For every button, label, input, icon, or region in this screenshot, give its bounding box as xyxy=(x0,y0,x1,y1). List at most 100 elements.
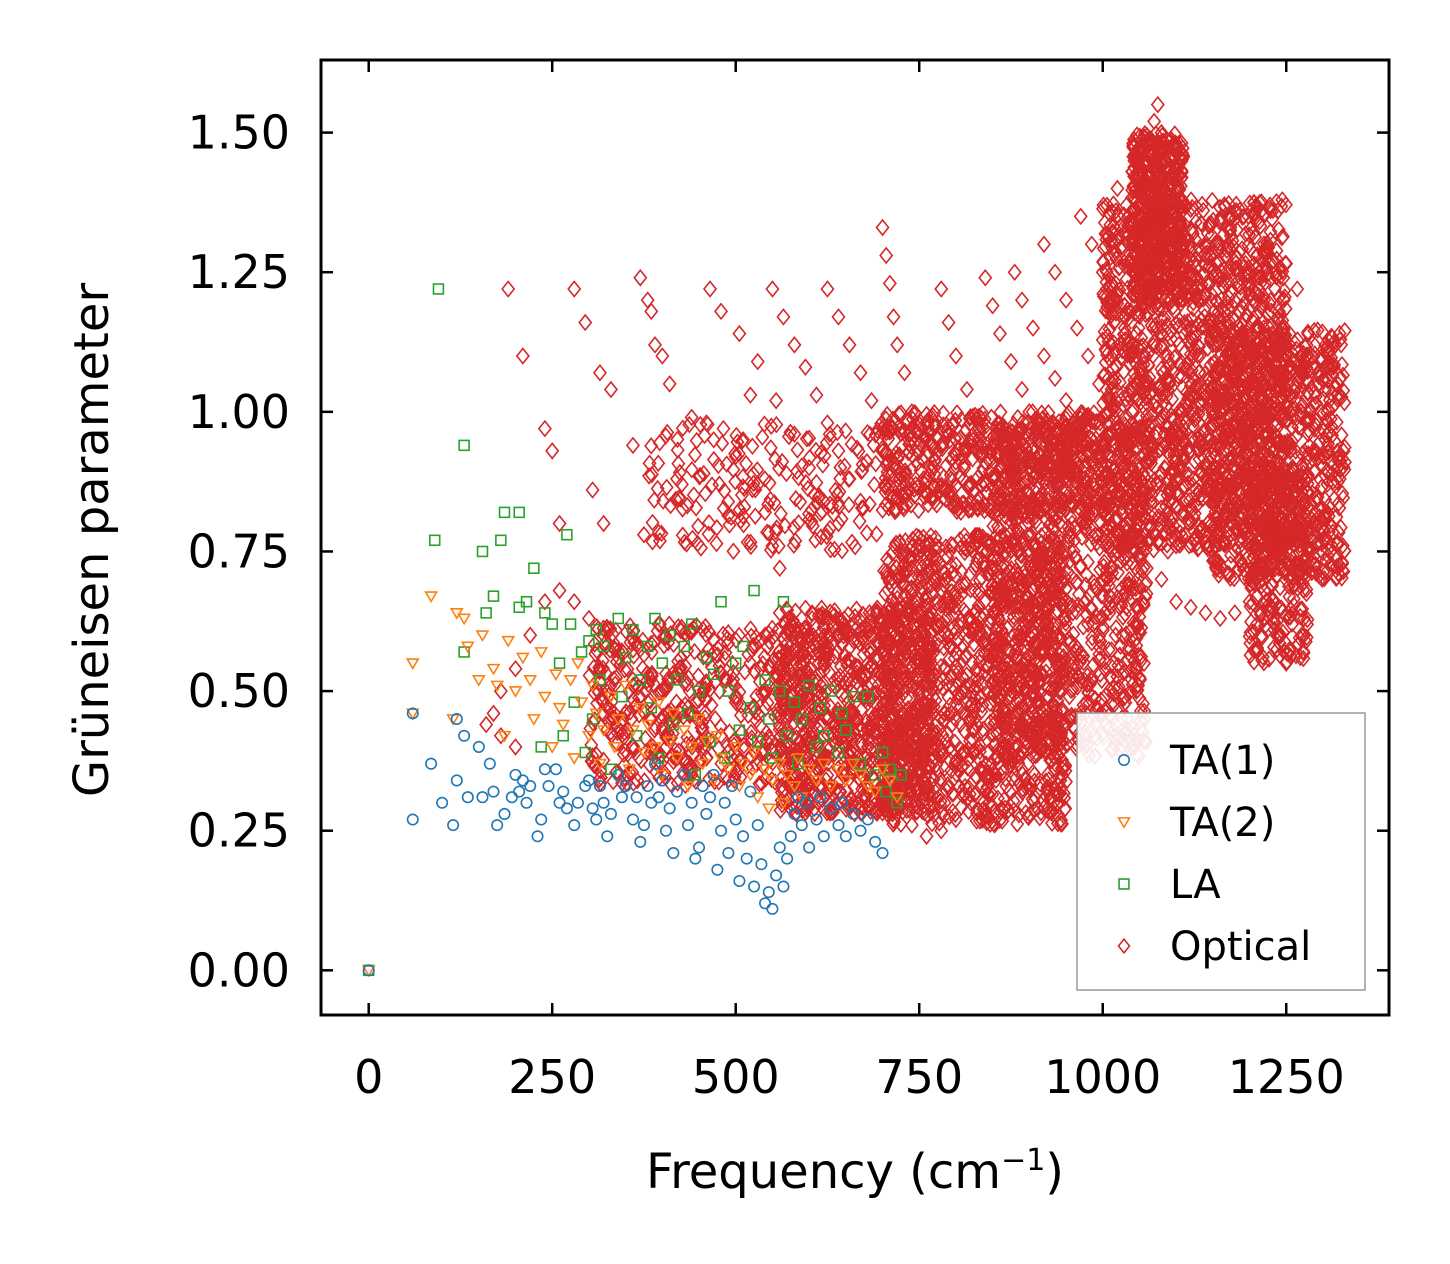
optical-point xyxy=(915,658,930,677)
optical-point xyxy=(933,796,948,815)
optical-point xyxy=(1121,425,1136,443)
optical-point xyxy=(841,605,856,624)
optical-point xyxy=(781,609,796,628)
optical-point xyxy=(1182,331,1197,350)
optical-point xyxy=(1053,613,1068,631)
optical-point xyxy=(1023,650,1038,669)
optical-point xyxy=(1004,576,1019,594)
optical-point xyxy=(1098,225,1113,243)
optical-point xyxy=(1025,790,1040,808)
optical-point xyxy=(906,677,921,696)
optical-point xyxy=(1098,237,1113,256)
optical-point xyxy=(1110,206,1125,225)
optical-point xyxy=(906,615,921,634)
optical-point xyxy=(1117,476,1132,494)
optical-point xyxy=(1014,760,1029,779)
optical-point xyxy=(894,750,909,769)
optical-point xyxy=(925,640,940,659)
optical-point xyxy=(1202,217,1217,236)
optical-point xyxy=(1032,808,1047,827)
optical-point xyxy=(987,550,1002,568)
optical-point xyxy=(1097,553,1112,571)
optical-point xyxy=(902,704,917,723)
optical-point xyxy=(885,646,900,665)
optical-point xyxy=(1013,628,1028,647)
optical-point xyxy=(1113,553,1128,571)
optical-point xyxy=(952,530,968,549)
optical-point xyxy=(1165,390,1180,408)
optical-point xyxy=(793,666,808,685)
optical-point xyxy=(877,626,892,644)
optical-point xyxy=(965,731,980,749)
optical-point xyxy=(1130,598,1145,617)
optical-point xyxy=(1097,366,1112,384)
optical-point xyxy=(991,583,1006,602)
optical-point xyxy=(831,726,846,745)
optical-point xyxy=(1101,332,1116,351)
optical-point xyxy=(1106,195,1121,213)
optical-point xyxy=(1047,591,1062,609)
optical-point xyxy=(1041,533,1056,551)
optical-point xyxy=(1224,284,1239,302)
optical-point xyxy=(1107,695,1122,714)
optical-point xyxy=(895,670,910,688)
optical-point xyxy=(1184,361,1199,380)
optical-point xyxy=(1116,550,1131,568)
optical-point xyxy=(1186,401,1201,419)
optical-point xyxy=(933,792,948,811)
optical-point xyxy=(892,534,907,552)
optical-point xyxy=(1101,640,1116,659)
optical-point xyxy=(887,606,902,624)
optical-point xyxy=(1123,640,1138,658)
optical-point xyxy=(1104,374,1119,393)
optical-point xyxy=(1128,615,1143,634)
optical-point xyxy=(1079,566,1094,584)
optical-point xyxy=(1128,475,1143,494)
optical-point xyxy=(994,740,1009,758)
optical-point xyxy=(855,780,870,798)
optical-point xyxy=(999,677,1014,695)
optical-point xyxy=(1177,313,1192,332)
optical-point xyxy=(1218,274,1233,292)
optical-point xyxy=(880,725,895,744)
optical-point xyxy=(1011,805,1026,824)
optical-point xyxy=(1059,592,1074,610)
optical-point xyxy=(1001,728,1016,746)
optical-point xyxy=(1136,337,1151,355)
optical-point xyxy=(1026,624,1041,643)
optical-point xyxy=(847,656,863,675)
optical-point xyxy=(782,649,797,668)
optical-point xyxy=(1142,418,1158,437)
optical-point xyxy=(1041,802,1056,821)
optical-point xyxy=(886,655,901,674)
optical-point xyxy=(1135,694,1150,713)
optical-point xyxy=(857,725,872,743)
optical-point xyxy=(979,623,994,641)
optical-point xyxy=(857,787,873,806)
optical-point xyxy=(1108,497,1123,515)
optical-point xyxy=(981,646,996,665)
optical-point xyxy=(888,747,903,765)
optical-point xyxy=(1126,425,1141,444)
optical-point xyxy=(1203,284,1218,303)
optical-point xyxy=(888,609,903,627)
optical-point xyxy=(902,722,918,741)
optical-point xyxy=(987,641,1002,660)
optical-point xyxy=(972,571,987,590)
optical-point xyxy=(809,672,824,691)
optical-point xyxy=(849,600,864,619)
optical-point xyxy=(1125,341,1140,359)
optical-point xyxy=(940,675,955,693)
optical-point xyxy=(1107,532,1122,550)
optical-point xyxy=(1189,258,1204,277)
optical-point xyxy=(968,581,983,600)
optical-point xyxy=(937,759,952,778)
optical-point xyxy=(967,679,982,697)
optical-point xyxy=(1104,305,1119,324)
optical-point xyxy=(1263,231,1278,250)
optical-point xyxy=(921,641,936,660)
optical-point xyxy=(1154,337,1169,355)
optical-point xyxy=(821,638,836,657)
optical-point xyxy=(953,578,968,597)
optical-point xyxy=(1019,602,1034,620)
